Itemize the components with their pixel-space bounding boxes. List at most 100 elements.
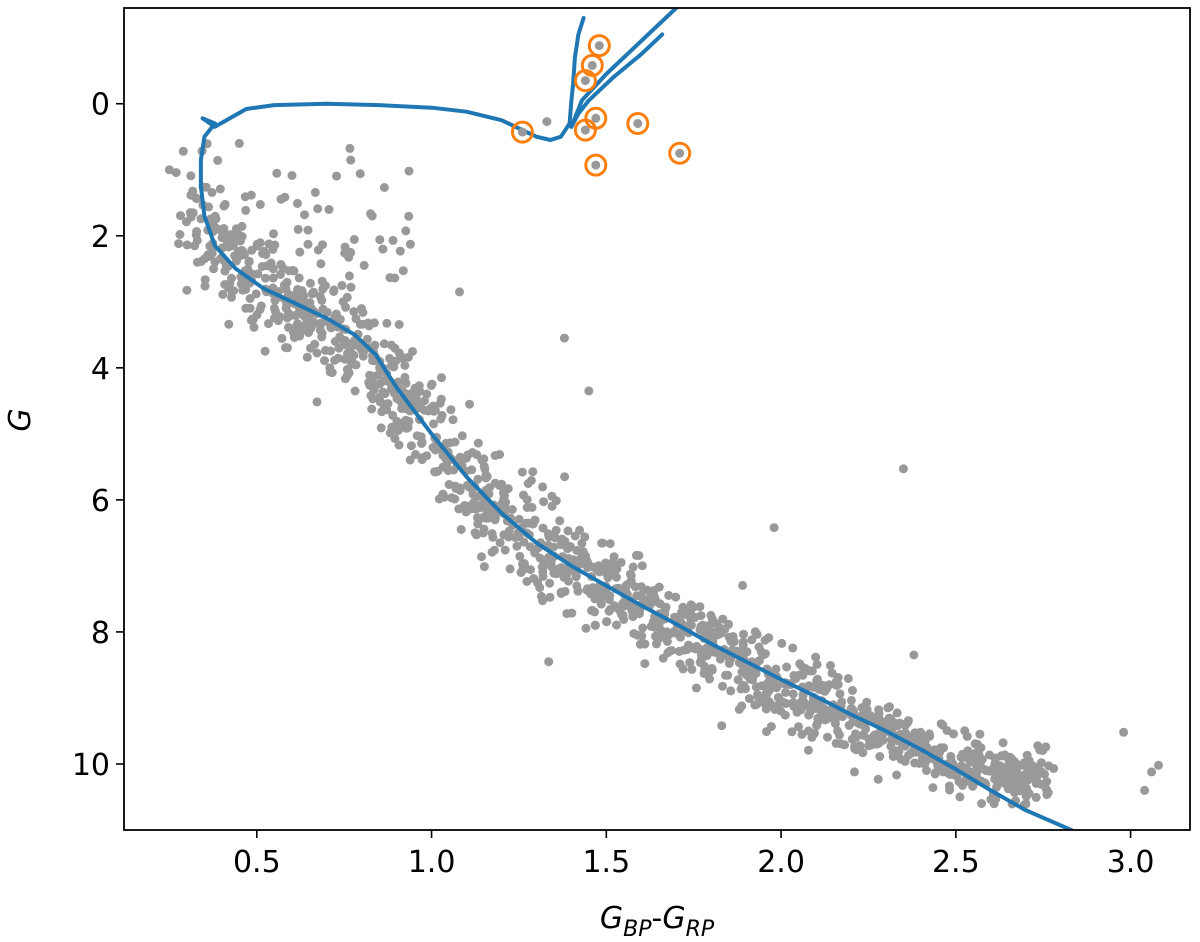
star-point [433, 466, 443, 476]
star-point [642, 585, 652, 595]
star-point [366, 375, 376, 385]
star-point [400, 361, 410, 370]
star-point [260, 346, 270, 356]
star-point [773, 693, 783, 703]
star-point [1036, 767, 1046, 776]
star-point [490, 515, 500, 525]
star-point [898, 741, 908, 751]
star-point [930, 745, 940, 755]
y-tick-label: 2 [91, 220, 110, 255]
star-point [863, 710, 873, 720]
star-point [294, 308, 304, 318]
star-point [446, 405, 456, 415]
star-point [664, 590, 674, 600]
star-point [909, 650, 919, 660]
star-point [200, 275, 210, 285]
star-point [346, 282, 356, 292]
plot-frame [123, 7, 1191, 831]
star-point [687, 664, 697, 674]
star-point [497, 479, 507, 489]
star-point [457, 431, 467, 441]
star-point [261, 273, 270, 283]
star-point [416, 432, 426, 442]
star-point [708, 647, 718, 657]
star-point [293, 319, 302, 328]
star-point [855, 741, 865, 751]
star-point [1031, 792, 1041, 802]
y-tick-label: 6 [91, 484, 110, 519]
star-point [751, 700, 761, 710]
highlight-star [675, 148, 685, 158]
star-point [218, 289, 228, 299]
star-point [738, 640, 748, 650]
x-tick-label: 3.0 [1107, 845, 1155, 880]
star-point [1023, 775, 1033, 785]
star-point [678, 664, 688, 674]
star-point [757, 681, 767, 691]
star-point [706, 632, 716, 641]
x-tick-label: 1.5 [582, 845, 630, 880]
star-point [530, 515, 540, 525]
star-point [247, 314, 257, 324]
star-point [445, 438, 455, 448]
star-point [355, 169, 365, 179]
star-point [685, 658, 695, 668]
star-point [489, 545, 499, 555]
star-point [522, 495, 532, 505]
highlight-star [580, 125, 590, 135]
star-point [397, 403, 407, 413]
star-point [450, 494, 460, 504]
star-point [337, 281, 347, 290]
star-point [563, 526, 573, 536]
star-point [185, 208, 195, 218]
star-point [182, 285, 192, 295]
star-point [390, 273, 400, 283]
star-point [313, 204, 323, 214]
star-point [892, 708, 902, 718]
star-point [595, 567, 604, 577]
star-point [386, 340, 396, 350]
star-point [605, 539, 615, 549]
star-point [605, 591, 615, 601]
star-point [539, 497, 549, 507]
star-point [315, 291, 325, 301]
star-point [612, 620, 621, 630]
star-point [379, 388, 389, 398]
star-point [273, 316, 283, 326]
star-point [404, 166, 414, 176]
star-point [694, 644, 704, 654]
star-point [738, 580, 748, 590]
star-point [766, 722, 776, 731]
star-point [1154, 760, 1163, 770]
star-point [804, 710, 814, 720]
star-point [526, 565, 535, 575]
highlight-ring [510, 120, 534, 144]
star-point [429, 419, 438, 429]
star-point [837, 697, 847, 707]
star-point [207, 188, 217, 197]
star-point [776, 706, 786, 716]
star-point [345, 143, 355, 153]
star-point [385, 428, 395, 438]
star-point [559, 333, 569, 343]
star-point [939, 743, 949, 753]
star-point [417, 439, 427, 448]
star-point [438, 489, 448, 499]
star-point [164, 165, 174, 175]
star-point [819, 710, 829, 720]
star-point [472, 530, 481, 540]
star-point [764, 697, 774, 707]
star-point [753, 690, 763, 699]
star-point [560, 536, 570, 546]
star-point [752, 629, 762, 639]
star-point [527, 502, 537, 512]
star-point [408, 347, 417, 356]
star-point [850, 767, 859, 777]
star-point [316, 259, 326, 269]
star-point [680, 609, 690, 619]
star-point [782, 662, 792, 672]
star-point [958, 752, 967, 762]
star-point [344, 271, 354, 281]
star-point [811, 652, 821, 662]
star-point [270, 296, 280, 305]
